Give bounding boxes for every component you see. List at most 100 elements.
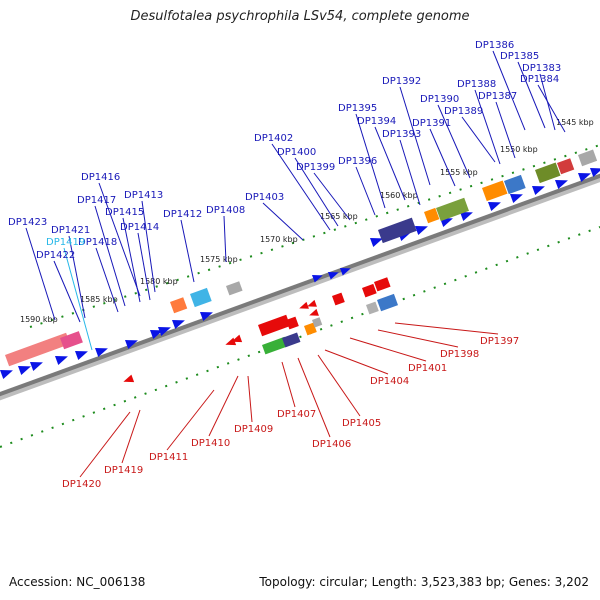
top-gene-label[interactable]: DP1396: [338, 156, 377, 167]
top-leader-line: [495, 101, 516, 159]
gene-block: [535, 162, 561, 184]
bottom-leader-line: [349, 337, 427, 362]
top-gene-label[interactable]: DP1399: [296, 162, 335, 173]
bottom-leader-line: [297, 357, 331, 438]
top-leader-line: [437, 104, 471, 179]
top-leader-line: [68, 235, 86, 319]
top-gene-label[interactable]: DP1414: [120, 222, 159, 233]
top-gene-label[interactable]: DP1385: [500, 51, 539, 62]
forward-gene-arrow: [328, 272, 339, 280]
bottom-gene-label[interactable]: DP1398: [440, 349, 479, 360]
reverse-gene-block: [377, 293, 399, 312]
top-leader-line: [53, 260, 81, 323]
reverse-gene-arrow: [123, 374, 135, 383]
highlight-leader-line: [63, 247, 93, 351]
topology-text: Topology: circular; Length: 3,523,383 bp…: [259, 575, 589, 589]
top-gene-label[interactable]: DP1390: [420, 94, 459, 105]
bottom-gene-label[interactable]: DP1409: [234, 424, 273, 435]
bottom-gene-label[interactable]: DP1397: [480, 336, 519, 347]
forward-gene-arrow: [415, 226, 428, 236]
lower-tick-track: [0, 226, 600, 448]
bottom-leader-line: [121, 409, 141, 464]
gene-block: [170, 297, 188, 314]
bottom-gene-label[interactable]: DP1410: [191, 438, 230, 449]
bottom-gene-label[interactable]: DP1407: [277, 409, 316, 420]
bottom-leader-line: [79, 411, 131, 478]
top-gene-label[interactable]: DP1421: [51, 225, 90, 236]
gene-block: [504, 174, 526, 195]
bottom-gene-label[interactable]: DP1420: [62, 479, 101, 490]
reverse-gene-block: [332, 292, 345, 306]
top-gene-label[interactable]: DP1395: [338, 103, 377, 114]
highlight-gene-label[interactable]: DP1419: [46, 237, 85, 248]
top-gene-label[interactable]: DP1384: [520, 74, 559, 85]
top-gene-label[interactable]: DP1416: [81, 172, 120, 183]
top-leader-line: [122, 217, 141, 303]
reverse-gene-block: [282, 332, 301, 348]
bottom-gene-label[interactable]: DP1406: [312, 439, 351, 450]
forward-gene-arrow: [172, 320, 185, 330]
forward-gene-arrow: [340, 268, 351, 276]
bottom-leader-line: [281, 361, 296, 408]
top-gene-label[interactable]: DP1386: [475, 40, 514, 51]
forward-gene-arrow: [532, 186, 545, 196]
top-gene-label[interactable]: DP1400: [277, 147, 316, 158]
forward-gene-arrow: [312, 275, 323, 283]
top-leader-line: [355, 113, 386, 209]
bottom-leader-line: [394, 322, 499, 335]
reverse-gene-arrow: [225, 337, 237, 346]
gene-block: [226, 281, 243, 296]
forward-gene-arrow: [30, 362, 43, 372]
top-gene-label[interactable]: DP1408: [206, 205, 245, 216]
bottom-gene-label[interactable]: DP1419: [104, 465, 143, 476]
top-gene-label[interactable]: DP1422: [36, 250, 75, 261]
top-leader-line: [262, 202, 304, 241]
top-gene-label[interactable]: DP1418: [78, 237, 117, 248]
top-leader-line: [374, 126, 406, 201]
top-leader-line: [517, 61, 546, 129]
top-gene-label[interactable]: DP1415: [105, 207, 144, 218]
top-gene-label[interactable]: DP1394: [357, 116, 396, 127]
bottom-gene-label[interactable]: DP1404: [370, 376, 409, 387]
top-leader-line: [492, 50, 526, 131]
kbp-scale-label: 1545 kbp: [556, 118, 594, 127]
kbp-scale-label: 1550 kbp: [500, 145, 538, 154]
kbp-scale-label: 1565 kbp: [320, 212, 358, 221]
bottom-gene-label[interactable]: DP1405: [342, 418, 381, 429]
top-gene-label[interactable]: DP1413: [124, 190, 163, 201]
forward-gene-arrow: [510, 194, 523, 204]
reverse-gene-block: [303, 322, 317, 336]
bottom-leader-line: [247, 375, 253, 423]
top-gene-label[interactable]: DP1383: [522, 63, 561, 74]
bottom-leader-line: [377, 329, 459, 348]
top-gene-label[interactable]: DP1417: [77, 195, 116, 206]
top-gene-label[interactable]: DP1412: [163, 209, 202, 220]
top-gene-label[interactable]: DP1391: [412, 118, 451, 129]
top-gene-label[interactable]: DP1393: [382, 129, 421, 140]
top-gene-label[interactable]: DP1388: [457, 79, 496, 90]
reverse-gene-arrow: [307, 299, 317, 307]
gene-block: [578, 149, 598, 167]
reverse-gene-arrow: [299, 301, 309, 309]
top-gene-label[interactable]: DP1423: [8, 217, 47, 228]
reverse-gene-block: [374, 277, 391, 292]
forward-gene-arrow: [75, 351, 88, 361]
bottom-leader-line: [208, 375, 239, 437]
kbp-scale-label: 1580 kbp: [140, 277, 178, 286]
kbp-scale-label: 1590 kbp: [20, 315, 58, 324]
accession-text: Accession: NC_006138: [9, 575, 146, 589]
bottom-leader-line: [324, 349, 389, 375]
forward-gene-arrow: [488, 202, 501, 212]
genome-backbone-core: [0, 173, 600, 397]
top-gene-label[interactable]: DP1392: [382, 76, 421, 87]
top-leader-line: [313, 172, 351, 221]
top-gene-label[interactable]: DP1402: [254, 133, 293, 144]
forward-gene-arrow: [0, 370, 13, 380]
top-gene-label[interactable]: DP1403: [245, 192, 284, 203]
bottom-gene-label[interactable]: DP1401: [408, 363, 447, 374]
gene-block: [436, 197, 469, 222]
top-gene-label[interactable]: DP1387: [478, 91, 517, 102]
bottom-gene-label[interactable]: DP1411: [149, 452, 188, 463]
top-gene-label[interactable]: DP1389: [444, 106, 483, 117]
